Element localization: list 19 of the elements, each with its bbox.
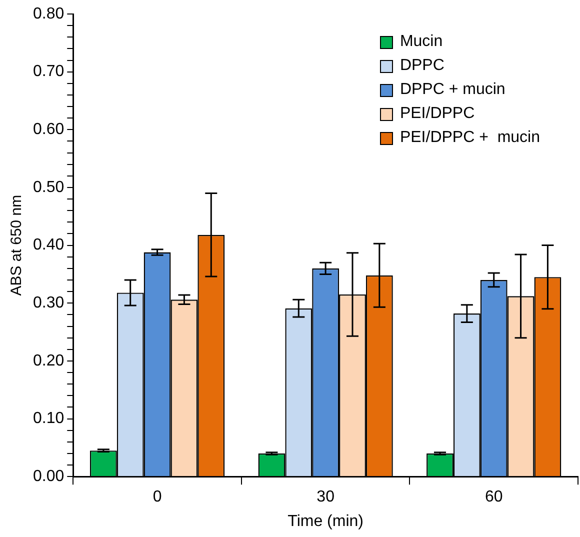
legend-label: PEI/DPPC <box>400 105 475 123</box>
x-tick-label: 0 <box>152 488 162 506</box>
y-tick-label: 0.10 <box>33 410 64 428</box>
y-tick-label: 0.70 <box>33 63 64 80</box>
x-tick-label: 60 <box>484 488 503 506</box>
legend-label: PEI/DPPC + mucin <box>400 129 540 147</box>
y-tick-label: 0.00 <box>33 468 64 486</box>
legend-label: DPPC <box>400 57 444 75</box>
legend-label: DPPC + mucin <box>400 81 506 99</box>
y-tick-label: 0.60 <box>33 121 64 138</box>
y-tick-label: 0.20 <box>33 352 64 370</box>
y-tick-label: 0.40 <box>33 236 64 254</box>
y-axis-title: ABS at 650 nm <box>8 194 26 296</box>
y-tick-label: 0.80 <box>33 5 64 22</box>
legend-label: Mucin <box>400 33 443 51</box>
y-tick-label: 0.30 <box>33 294 64 312</box>
x-axis-title: Time (min) <box>288 512 364 530</box>
x-tick-label: 30 <box>316 488 335 506</box>
y-tick-label: 0.50 <box>33 178 64 196</box>
